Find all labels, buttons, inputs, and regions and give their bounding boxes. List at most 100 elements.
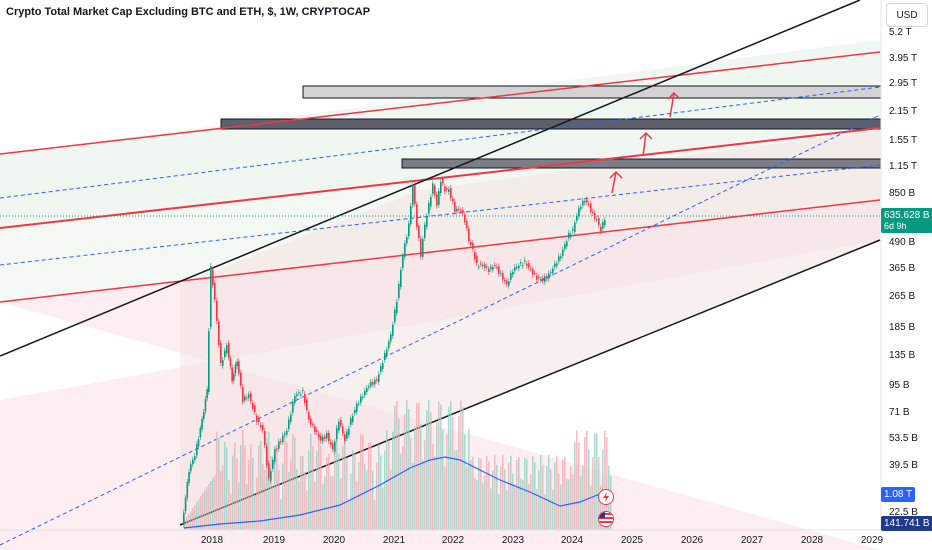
volume-bar bbox=[392, 431, 394, 530]
red-trend-line-low[interactable] bbox=[0, 199, 881, 303]
candle-body bbox=[192, 459, 194, 465]
red-trend-line-top[interactable] bbox=[0, 51, 881, 155]
volume-bar bbox=[400, 453, 402, 530]
volume-bar bbox=[516, 459, 518, 530]
volume-bar bbox=[590, 485, 592, 530]
time-axis-label: 2023 bbox=[502, 535, 525, 546]
volume-bar bbox=[252, 457, 254, 530]
candle-body bbox=[566, 241, 568, 247]
candle-body bbox=[201, 418, 203, 430]
price-axis-label: 365 B bbox=[889, 263, 915, 274]
candle-body bbox=[402, 255, 404, 269]
us-flag-icon[interactable] bbox=[598, 511, 614, 527]
volume-bar bbox=[498, 494, 500, 530]
volume-bar bbox=[216, 431, 218, 530]
volume-bar bbox=[536, 488, 538, 530]
candle-body bbox=[572, 228, 574, 231]
volume-bar bbox=[496, 465, 498, 530]
candle-body bbox=[300, 394, 302, 396]
candle-body bbox=[462, 210, 464, 214]
candle-body bbox=[596, 219, 598, 221]
volume-bar bbox=[564, 457, 566, 530]
volume-bar bbox=[326, 457, 328, 530]
time-axis[interactable]: 2018 2019 2020 2021 2022 2023 2024 2025 2026 2027… bbox=[201, 535, 884, 546]
volume-bar bbox=[198, 499, 200, 530]
candle-body bbox=[250, 393, 252, 401]
candle-body bbox=[302, 390, 304, 392]
candle-body bbox=[332, 443, 334, 450]
volume-bar bbox=[554, 462, 556, 530]
candle-body bbox=[384, 353, 386, 361]
flash-icon[interactable] bbox=[598, 489, 614, 505]
candle-body bbox=[534, 272, 536, 274]
candle-body bbox=[582, 200, 584, 206]
volume-bar bbox=[544, 494, 546, 530]
candle-body bbox=[390, 334, 392, 342]
candle-body bbox=[366, 388, 368, 392]
volume-bar bbox=[500, 466, 502, 530]
candle-body bbox=[504, 279, 506, 282]
candle-body bbox=[218, 321, 220, 345]
volume-bar bbox=[412, 463, 414, 530]
candle-body bbox=[336, 428, 338, 439]
blue-dashed-line-2[interactable] bbox=[0, 164, 881, 266]
black-channel-upper[interactable] bbox=[0, 0, 861, 357]
candle-body bbox=[290, 414, 292, 422]
candle-body bbox=[382, 363, 384, 370]
resistance-zone-1[interactable] bbox=[302, 85, 882, 99]
candle-body bbox=[342, 426, 344, 434]
candle-body bbox=[358, 403, 360, 405]
candle-body bbox=[372, 382, 374, 385]
volume-bar bbox=[286, 442, 288, 530]
candle-body bbox=[420, 238, 422, 257]
volume-bar bbox=[556, 455, 558, 530]
volume-value-tag: 141.741 B bbox=[881, 516, 932, 531]
volume-bar bbox=[218, 438, 220, 530]
volume-bar bbox=[584, 437, 586, 530]
volume-bar bbox=[368, 442, 370, 530]
candle-body bbox=[486, 266, 488, 268]
price-axis[interactable]: 5.2 T 3.95 T 2.95 T 2.15 T 1.55 T 1.15 T 850 B… bbox=[889, 27, 918, 518]
red-trend-line-mid[interactable] bbox=[0, 127, 881, 229]
volume-bar bbox=[460, 400, 462, 530]
candle-body bbox=[270, 471, 272, 481]
candle-body bbox=[252, 403, 254, 409]
volume-bar bbox=[540, 455, 542, 530]
candle-body bbox=[522, 264, 524, 266]
candle-body bbox=[518, 265, 520, 269]
candle-body bbox=[272, 459, 274, 469]
blue-dashed-line-3[interactable] bbox=[0, 114, 881, 546]
volume-bar bbox=[386, 430, 388, 530]
candle-body bbox=[286, 430, 288, 435]
volume-bar bbox=[508, 462, 510, 530]
time-axis-label: 2020 bbox=[323, 535, 346, 546]
volume-bar bbox=[338, 453, 340, 530]
candle-body bbox=[276, 448, 278, 450]
candle-body bbox=[274, 449, 276, 462]
candle-body bbox=[194, 456, 196, 461]
candle-body bbox=[584, 200, 586, 203]
blue-dashed-line-1[interactable] bbox=[0, 86, 881, 199]
volume-bar bbox=[464, 434, 466, 530]
volume-bar bbox=[278, 469, 280, 530]
candle-body bbox=[310, 418, 312, 425]
candle-body bbox=[262, 425, 264, 431]
volume-bar bbox=[276, 448, 278, 530]
currency-button[interactable]: USD bbox=[886, 3, 928, 27]
volume-bar bbox=[330, 475, 332, 530]
candle-body bbox=[214, 282, 216, 300]
price-axis-label: 1.15 T bbox=[889, 161, 917, 172]
candle-body bbox=[488, 268, 490, 272]
volume-bar bbox=[406, 400, 408, 530]
candle-body bbox=[278, 441, 280, 449]
volume-bar bbox=[504, 469, 506, 530]
candle-body bbox=[324, 436, 326, 439]
volume-bar bbox=[308, 450, 310, 530]
price-axis-label: 53.5 B bbox=[889, 433, 918, 444]
candle-body bbox=[338, 421, 340, 431]
candle-body bbox=[203, 411, 205, 420]
candle-body bbox=[396, 301, 398, 314]
candle-body bbox=[362, 396, 364, 398]
candle-body bbox=[199, 428, 202, 438]
